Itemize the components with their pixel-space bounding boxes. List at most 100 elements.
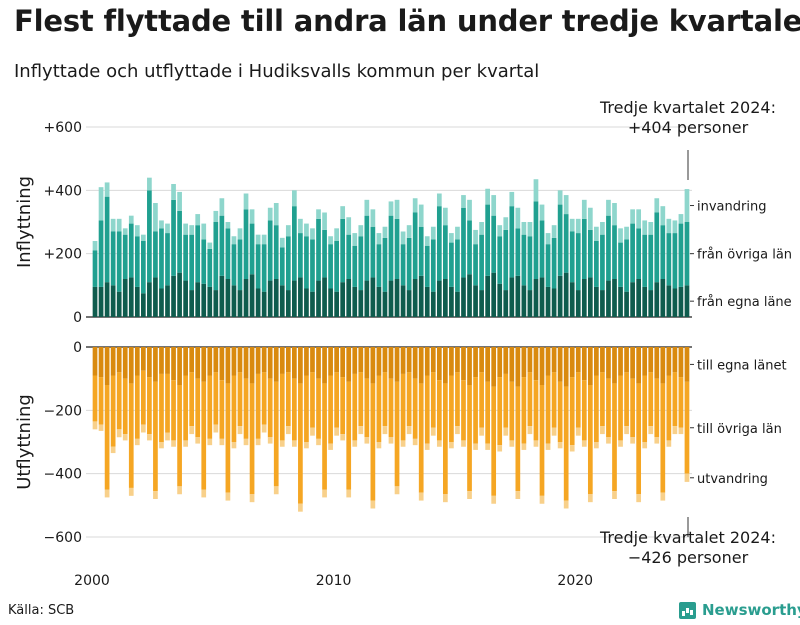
bar-segment: [304, 347, 309, 376]
bar-segment: [479, 372, 484, 428]
bar-segment: [430, 372, 436, 428]
bar-segment: [581, 279, 587, 317]
bar-segment: [418, 275, 424, 317]
bar-segment: [255, 373, 261, 439]
bar-segment: [219, 380, 225, 439]
bar-segment: [497, 236, 503, 284]
bar-segment: [116, 347, 122, 373]
bar-segment: [479, 427, 484, 436]
bar-segment: [394, 218, 400, 279]
bar-segment: [165, 233, 170, 286]
bar-segment: [557, 381, 563, 442]
bar-segment: [370, 383, 376, 501]
series-label: från egna läne: [697, 295, 792, 310]
bar-segment: [249, 494, 255, 503]
bar-segment: [666, 375, 672, 441]
bar-segment: [485, 204, 490, 276]
bar-segment: [630, 437, 635, 444]
bar-segment: [678, 347, 684, 378]
bar-segment: [479, 290, 484, 317]
y-axis-label: Utflyttning: [14, 394, 35, 490]
bar-segment: [304, 442, 309, 449]
bar-segment: [630, 347, 635, 379]
bar-segment: [122, 228, 128, 235]
bar-segment: [340, 206, 346, 219]
bar-segment: [134, 347, 140, 376]
bar-segment: [219, 198, 225, 216]
bar-segment: [219, 275, 225, 317]
bar-segment: [418, 226, 424, 276]
bar-segment: [455, 372, 460, 427]
bar-segment: [648, 234, 654, 291]
bar-segment: [545, 244, 551, 287]
bar-segment: [630, 209, 635, 224]
bar-segment: [249, 223, 255, 275]
bar-segment: [213, 210, 219, 222]
bar-segment: [322, 277, 327, 317]
bar-segment: [285, 347, 291, 373]
bar-segment: [310, 372, 315, 428]
bar-segment: [304, 236, 309, 289]
bar-segment: [195, 347, 201, 379]
bar-segment: [660, 279, 666, 317]
bar-segment: [485, 347, 490, 382]
bar-segment: [654, 212, 660, 283]
bar-segment: [110, 347, 116, 376]
bar-segment: [261, 234, 267, 245]
bar-segment: [189, 426, 195, 435]
bar-segment: [98, 424, 104, 431]
bar-segment: [92, 375, 98, 422]
bar-segment: [201, 223, 207, 240]
bar-segment: [515, 275, 521, 317]
bar-segment: [225, 492, 231, 501]
bar-segment: [594, 241, 599, 287]
bar-segment: [201, 283, 207, 317]
bar-segment: [171, 380, 176, 441]
bar-segment: [412, 212, 418, 279]
bar-segment: [539, 277, 545, 317]
bar-segment: [358, 225, 364, 237]
bar-segment: [430, 239, 436, 292]
bar-segment: [533, 279, 539, 317]
bar-segment: [503, 217, 509, 230]
y-tick-label: 0: [73, 310, 82, 326]
bar-segment: [455, 426, 460, 435]
bar-segment: [298, 347, 303, 384]
bar-segment: [642, 375, 648, 442]
bar-segment: [594, 347, 599, 376]
bar-segment: [231, 236, 237, 245]
bar-segment: [515, 228, 521, 276]
bar-segment: [624, 291, 629, 317]
bar-segment: [473, 229, 478, 245]
bar-segment: [376, 375, 382, 442]
bar-segment: [316, 438, 321, 446]
bar-segment: [243, 347, 249, 379]
bar-segment: [412, 378, 418, 439]
bar-segment: [134, 375, 140, 439]
bar-segment: [128, 215, 134, 224]
bar-segment: [600, 347, 605, 373]
bar-segment: [183, 375, 188, 441]
bar-segment: [298, 233, 303, 278]
bar-segment: [575, 218, 581, 234]
bar-segment: [449, 375, 454, 442]
bar-segment: [110, 446, 116, 454]
bar-segment: [539, 204, 545, 221]
bar-segment: [122, 279, 128, 317]
bar-segment: [104, 385, 110, 490]
bar-segment: [400, 231, 406, 245]
bar-segment: [370, 209, 376, 227]
bar-segment: [140, 293, 146, 317]
bar-segment: [394, 347, 400, 382]
bar-segment: [128, 347, 134, 384]
bar-segment: [430, 291, 436, 317]
bar-segment: [261, 424, 267, 433]
bar-segment: [672, 347, 678, 373]
bar-segment: [316, 209, 321, 219]
bar-segment: [455, 291, 460, 317]
bar-segment: [279, 373, 285, 441]
bar-segment: [418, 383, 424, 493]
bar-segment: [479, 234, 484, 291]
bar-segment: [334, 228, 339, 241]
bar-segment: [581, 347, 587, 381]
